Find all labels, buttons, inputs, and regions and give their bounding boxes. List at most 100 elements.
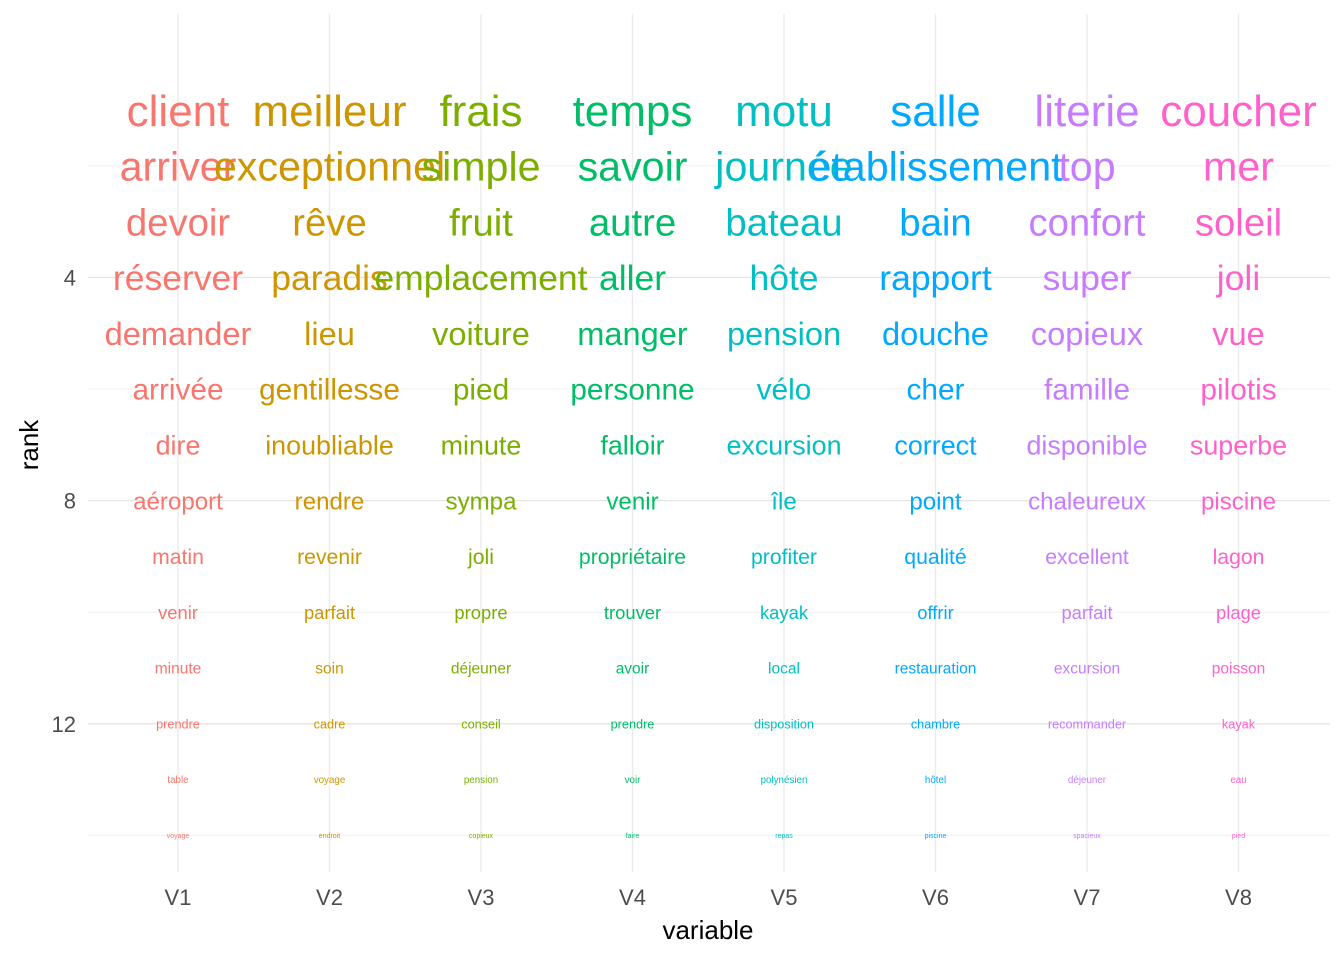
word-label: savoir — [578, 144, 688, 190]
word-label: disposition — [754, 717, 814, 731]
word-label: hôtel — [925, 775, 946, 786]
word-label: excursion — [726, 430, 841, 460]
word-label: propre — [454, 602, 507, 623]
word-label: disponible — [1026, 430, 1147, 460]
x-tick-label: V8 — [1225, 885, 1252, 910]
word-label: vélo — [757, 374, 812, 407]
word-label: excellent — [1045, 546, 1129, 569]
word-label: local — [768, 661, 800, 678]
word-label: arrivée — [132, 374, 223, 407]
word-label: kayak — [760, 602, 809, 623]
word-label: pied — [453, 374, 509, 407]
y-tick-label: 4 — [64, 265, 76, 290]
y-axis-ticks: 4 8 12 — [52, 265, 76, 736]
y-tick-label: 12 — [52, 712, 76, 737]
word-label: parfait — [1061, 602, 1112, 623]
word-label: sympa — [446, 488, 518, 515]
word-label: superbe — [1190, 430, 1287, 460]
word-label: chambre — [911, 717, 960, 731]
word-label: prendre — [156, 717, 200, 731]
word-label: joli — [1216, 258, 1260, 298]
word-label: aller — [599, 258, 666, 298]
word-label: prendre — [611, 717, 655, 731]
word-label: chaleureux — [1028, 488, 1146, 515]
word-label: spacieux — [1073, 833, 1101, 840]
word-label: recommander — [1048, 717, 1127, 731]
word-label: douche — [882, 315, 989, 352]
word-label: joli — [467, 546, 494, 569]
word-label: meilleur — [252, 87, 406, 136]
word-label: propriétaire — [579, 546, 686, 569]
word-label: déjeuner — [451, 661, 511, 678]
word-labels: client arriver devoir réserver demander arriv… — [105, 87, 1317, 840]
word-label: poisson — [1212, 661, 1265, 678]
word-label: temps — [573, 87, 693, 136]
word-label: salle — [890, 87, 981, 136]
word-label: piscine — [925, 833, 947, 840]
word-label: motu — [735, 87, 833, 136]
word-label: voyage — [314, 775, 346, 786]
word-label: soleil — [1195, 201, 1282, 244]
word-label: confort — [1028, 201, 1145, 244]
word-label: pied — [1232, 833, 1245, 840]
word-label: cher — [907, 374, 965, 407]
word-label: offrir — [917, 602, 953, 623]
word-label: autre — [589, 201, 676, 244]
word-label: kayak — [1222, 717, 1256, 731]
word-label: hôte — [749, 258, 818, 298]
word-label: demander — [105, 315, 252, 352]
word-label: emplacement — [374, 258, 587, 298]
word-label: déjeuner — [1068, 775, 1107, 786]
word-label: conseil — [461, 717, 501, 731]
word-label: venir — [606, 488, 658, 515]
word-label: cadre — [314, 717, 346, 731]
word-label: manger — [577, 315, 688, 352]
word-label: faire — [626, 833, 640, 840]
word-label: établissement — [808, 144, 1063, 190]
word-label: arriver — [120, 144, 237, 190]
word-label: point — [909, 488, 962, 515]
word-label: voiture — [432, 315, 530, 352]
word-label: dire — [156, 430, 201, 460]
word-label: île — [770, 488, 796, 515]
word-label: piscine — [1201, 488, 1276, 515]
word-label: aéroport — [133, 488, 223, 515]
word-label: excursion — [1054, 661, 1120, 678]
word-label: copieux — [1031, 315, 1143, 352]
word-label: client — [127, 87, 230, 136]
word-label: réserver — [113, 258, 243, 298]
word-label: rêve — [292, 201, 367, 244]
word-label: minute — [155, 661, 202, 678]
word-label: journée — [714, 144, 852, 190]
x-axis-ticks: V1 V2 V3 V4 V5 V6 V7 V8 — [165, 885, 1252, 910]
word-label: rapport — [879, 258, 992, 298]
x-tick-label: V2 — [316, 885, 343, 910]
word-label: copieux — [469, 833, 494, 840]
word-label: fruit — [449, 201, 513, 244]
word-label: venir — [158, 602, 198, 623]
x-tick-label: V1 — [165, 885, 192, 910]
word-label: parfait — [304, 602, 355, 623]
word-label: lieu — [304, 315, 355, 352]
word-label: endroit — [319, 833, 340, 840]
word-label: simple — [421, 144, 540, 190]
word-label: mer — [1203, 144, 1274, 190]
x-tick-label: V3 — [468, 885, 495, 910]
word-label: avoir — [616, 661, 650, 678]
word-label: restauration — [895, 661, 977, 678]
word-label: literie — [1034, 87, 1139, 136]
word-label: trouver — [604, 602, 661, 623]
word-label: plage — [1216, 602, 1261, 623]
word-label: repas — [775, 833, 793, 840]
word-label: voir — [625, 775, 642, 786]
word-label: vue — [1212, 315, 1265, 352]
x-axis-title: variable — [662, 915, 753, 945]
word-label: devoir — [126, 201, 231, 244]
word-label: paradis — [271, 258, 387, 298]
word-label: bateau — [725, 201, 842, 244]
word-label: table — [167, 775, 189, 786]
y-axis-title: rank — [14, 419, 44, 471]
word-label: personne — [570, 374, 694, 407]
word-label: voyage — [167, 833, 190, 840]
